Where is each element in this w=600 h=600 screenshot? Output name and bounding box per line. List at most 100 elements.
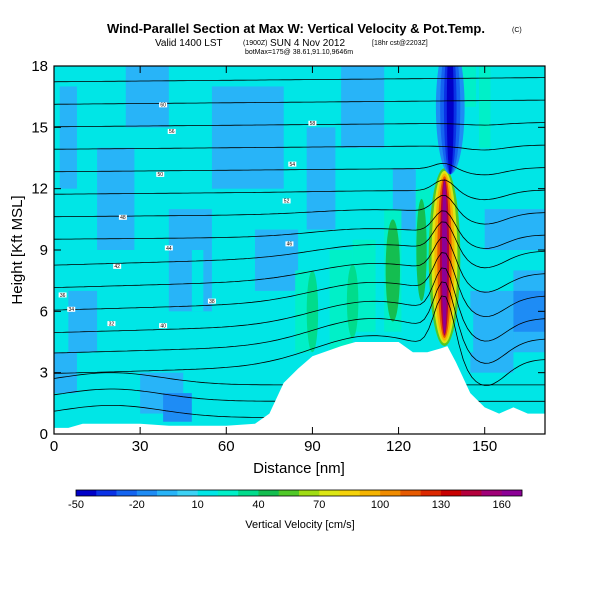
y-tick-label: 9 xyxy=(40,242,48,259)
weak-updraft-area xyxy=(455,311,474,353)
colorbar-swatch xyxy=(197,490,219,496)
isentrope-label: 34 xyxy=(68,307,74,313)
colorbar-swatch xyxy=(481,490,503,496)
isentrope-label: 60 xyxy=(160,103,166,109)
isentrope-line xyxy=(54,252,545,318)
isentrope-label: 58 xyxy=(310,121,316,127)
isentrope-label-bg xyxy=(107,321,116,327)
x-axis: 0 30 60 90 120 150 xyxy=(50,66,497,455)
isentrope-label-bg xyxy=(288,161,297,167)
isentrope-label: 44 xyxy=(166,246,172,252)
colorbar-swatch xyxy=(136,490,158,496)
colorbar-swatch xyxy=(278,490,300,496)
isentrope-line xyxy=(54,295,545,386)
isentrope-label: 52 xyxy=(284,199,290,205)
isentrope-line xyxy=(54,77,545,83)
isentrope-label: 36 xyxy=(60,293,66,299)
colorbar-swatch xyxy=(319,490,340,496)
colorbar-swatch xyxy=(359,490,381,496)
colorbar-tick-label: -20 xyxy=(129,499,145,511)
terrain-mask xyxy=(54,342,545,434)
weak-downdraft-area xyxy=(125,66,169,128)
weak-updraft-area xyxy=(401,229,416,312)
isentrope-line xyxy=(54,221,545,269)
colorbar-frame xyxy=(75,489,523,497)
colorbar-swatch xyxy=(400,490,421,496)
isentrope-line xyxy=(54,179,545,201)
colorbar-swatch xyxy=(380,490,401,496)
isentrope-line xyxy=(54,236,545,293)
weak-updraft-area xyxy=(352,239,376,332)
x-tick-label: 60 xyxy=(218,438,235,455)
colorbar-swatch xyxy=(217,490,239,496)
colorbar-swatch xyxy=(116,490,138,496)
isentrope-label: 38 xyxy=(209,299,215,305)
y-tick-label: 12 xyxy=(31,181,48,198)
weak-downdraft-area xyxy=(341,66,385,148)
x-tick-label: 30 xyxy=(132,438,149,455)
colorbar-label: Vertical Velocity [cm/s] xyxy=(245,519,354,531)
isentrope-line xyxy=(54,267,545,342)
updraft-core xyxy=(441,180,448,334)
isentrope-label: 48 xyxy=(120,215,126,221)
y-axis: 0 36 9 12 15 18 xyxy=(31,58,545,443)
y-axis-label: Height [Kft MSL] xyxy=(9,195,26,304)
copyright-mark: (C) xyxy=(512,27,522,34)
colorbar: -50 -20 10 40 70 100 130 160 xyxy=(68,489,523,511)
isentrope-label: 40 xyxy=(160,323,166,329)
weak-downdraft-area xyxy=(163,393,192,422)
y-tick-label: 15 xyxy=(31,119,48,136)
weak-downdraft-area xyxy=(254,229,299,291)
isentrope-label-bg xyxy=(159,323,168,329)
y-tick-label: 0 xyxy=(40,426,48,443)
weak-downdraft-area xyxy=(97,147,135,250)
colorbar-tick-label: 130 xyxy=(432,499,450,511)
colorbar-swatch xyxy=(420,490,442,496)
x-tick-label: 150 xyxy=(472,438,497,455)
weak-downdraft-area xyxy=(306,127,336,230)
weak-downdraft-area xyxy=(211,86,284,189)
subtitle-utc: (1900Z) xyxy=(243,40,268,47)
subtitle-date: SUN 4 Nov 2012 xyxy=(270,38,345,49)
weak-downdraft-area xyxy=(484,209,545,250)
colorbar-swatch xyxy=(177,490,198,496)
weak-updraft-area xyxy=(478,66,491,148)
updraft-column xyxy=(346,264,359,338)
x-axis-label: Distance [nm] xyxy=(253,460,345,477)
isentrope-label-bg xyxy=(67,306,76,312)
weak-downdraft-area xyxy=(54,352,77,394)
chart-title: Wind-Parallel Section at Max W: Vertical… xyxy=(107,21,485,36)
y-tick-label: 3 xyxy=(40,365,48,382)
isentrope-label-bg xyxy=(156,171,165,177)
isentrope-line xyxy=(54,194,545,225)
weak-downdraft-area xyxy=(59,86,77,189)
colorbar-swatch xyxy=(76,490,97,496)
weak-updraft-area xyxy=(76,229,89,271)
colorbar-tick-label: 160 xyxy=(493,499,511,511)
isentrope-label: 56 xyxy=(169,129,175,135)
y-tick-label: 18 xyxy=(31,58,48,75)
weak-downdraft-area xyxy=(68,290,98,353)
isentrope-label-bg xyxy=(285,241,294,247)
isentrope-label: 32 xyxy=(109,321,115,327)
chart-subtitle: Valid 1400 LST (1900Z) SUN 4 Nov 2012 [1… xyxy=(155,38,428,49)
isentrope-label-bg xyxy=(159,102,168,108)
weak-updraft-area xyxy=(117,250,129,312)
weak-updraft-area xyxy=(329,250,353,353)
isentrope-label-bg xyxy=(167,128,176,134)
isentrope-label-bg xyxy=(118,214,127,220)
isentrope-line xyxy=(54,210,545,249)
isentrope-label: 46 xyxy=(287,242,293,248)
x-tick-label: 0 xyxy=(50,438,58,455)
colorbar-tick-label: 100 xyxy=(371,499,389,511)
weak-downdraft-area xyxy=(168,209,212,312)
isentrope-line xyxy=(54,162,545,176)
x-tick-label: 120 xyxy=(386,438,411,455)
colorbar-tick-label: 40 xyxy=(252,499,264,511)
colorbar-swatch xyxy=(238,490,259,496)
isentrope-label: 54 xyxy=(290,162,296,168)
isentrope-label-bg xyxy=(282,198,291,204)
isentrope-label-bg xyxy=(308,120,317,126)
colorbar-tick-label: 70 xyxy=(313,499,325,511)
